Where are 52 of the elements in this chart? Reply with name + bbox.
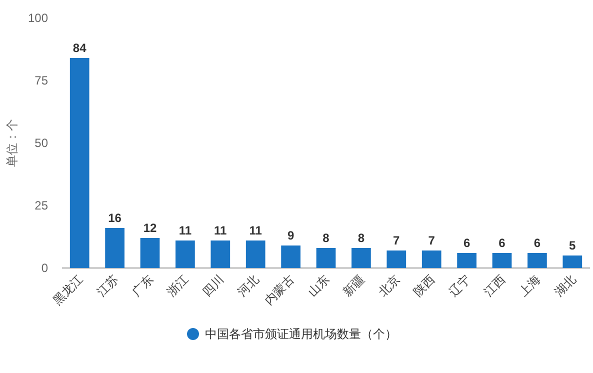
- bar: [176, 240, 195, 268]
- y-tick-label: 25: [34, 198, 48, 212]
- x-tick-label: 四川: [200, 272, 227, 300]
- legend-label: 中国各省市颁证通用机场数量（个）: [205, 327, 397, 341]
- data-label: 9: [287, 228, 294, 242]
- x-tick-label: 北京: [376, 272, 403, 300]
- bar: [528, 253, 547, 268]
- data-label: 11: [249, 224, 262, 238]
- x-tick-label: 江西: [481, 272, 508, 300]
- data-label: 12: [143, 221, 157, 235]
- bar: [140, 238, 160, 268]
- x-tick-label: 山东: [305, 272, 332, 300]
- data-label: 7: [428, 234, 436, 248]
- bar: [281, 246, 300, 268]
- bar: [386, 250, 406, 268]
- data-label: 6: [463, 236, 470, 250]
- data-label: 16: [108, 211, 122, 225]
- x-tick-label: 新疆: [340, 272, 368, 300]
- x-tick-label: 陕西: [410, 272, 438, 300]
- y-tick-label: 100: [28, 11, 48, 25]
- bar: [70, 58, 90, 268]
- bar: [105, 228, 124, 268]
- bar: [210, 240, 230, 268]
- bar: [422, 250, 442, 268]
- data-label: 8: [322, 231, 330, 245]
- x-tick-label: 黑龙江: [50, 272, 86, 308]
- bar: [562, 256, 582, 268]
- x-tick-label: 内蒙古: [262, 272, 297, 308]
- y-tick-label: 50: [34, 136, 48, 150]
- x-tick-label: 浙江: [164, 272, 192, 300]
- x-tick-label: 河北: [234, 272, 262, 300]
- data-label: 6: [498, 236, 506, 250]
- data-label: 84: [72, 41, 87, 55]
- bar: [492, 253, 512, 268]
- data-label: 6: [534, 236, 541, 250]
- data-label: 11: [178, 224, 192, 238]
- data-label: 5: [569, 238, 576, 252]
- bar: [352, 248, 371, 268]
- data-label: 11: [214, 224, 228, 238]
- y-tick-label: 0: [41, 261, 48, 275]
- data-label: 7: [393, 234, 400, 248]
- data-label: 8: [358, 231, 365, 245]
- x-tick-label: 上海: [516, 272, 544, 300]
- x-tick-label: 辽宁: [446, 272, 473, 300]
- y-tick-label: 75: [34, 74, 48, 88]
- x-tick-label: 广东: [129, 272, 156, 300]
- bar: [457, 253, 476, 268]
- bar: [246, 240, 266, 268]
- y-axis-title: 单位：个: [5, 119, 19, 167]
- x-tick-label: 湖北: [552, 272, 579, 300]
- bar: [316, 248, 336, 268]
- x-tick-label: 江苏: [94, 272, 121, 300]
